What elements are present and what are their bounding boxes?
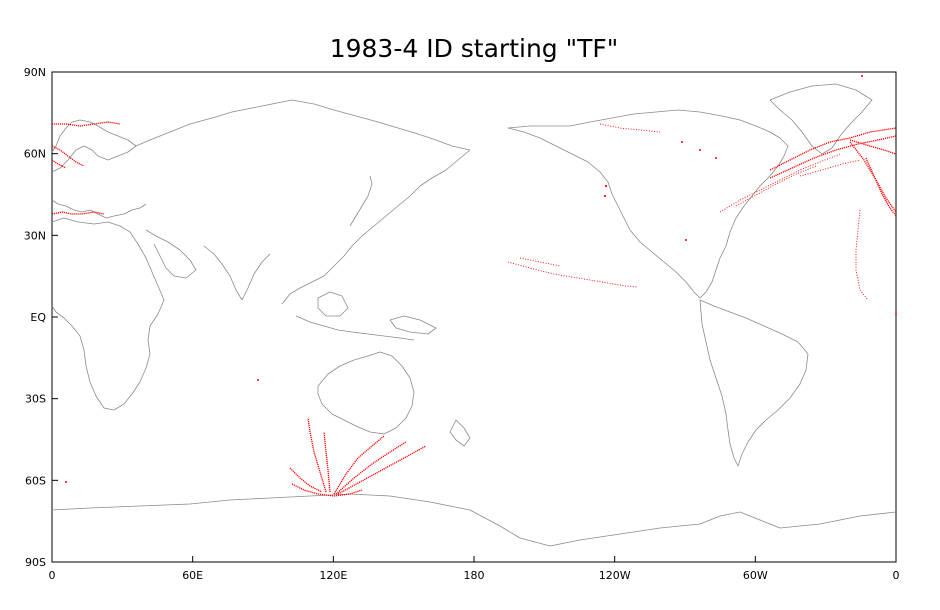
map-title: 1983-4 ID starting "TF" <box>330 34 619 63</box>
coast-australia <box>317 351 415 435</box>
track-atlantic-westward <box>719 153 841 213</box>
track-southern-north <box>307 417 327 493</box>
coast-europe-south <box>51 199 147 219</box>
y-axis: 90N 60N 30N EQ 30S 60S 90S <box>24 66 58 569</box>
coast-antarctica <box>51 493 897 547</box>
track-southern-fan-1 <box>337 445 427 495</box>
x-axis: 0 60E 120E 180 120W 60W 0 <box>49 556 900 582</box>
x-tick-label: 60W <box>743 569 768 582</box>
obs-point <box>603 194 607 198</box>
y-tick-label: 60S <box>25 474 46 487</box>
y-tick-label: 30S <box>25 393 46 406</box>
obs-point <box>681 141 683 143</box>
track-biscay-bundle <box>849 141 897 213</box>
track-north-sea-2 <box>51 159 67 169</box>
observation-tracks <box>51 121 897 497</box>
coast-asia-north <box>135 99 471 151</box>
obs-point <box>257 379 259 381</box>
obs-point <box>861 75 863 77</box>
track-southern-fan-2 <box>335 441 407 495</box>
coast-japan <box>349 175 373 227</box>
x-tick-label: 120W <box>599 569 631 582</box>
coastlines <box>51 83 897 547</box>
track-central-pacific <box>507 261 639 288</box>
track-north-sea <box>51 145 85 167</box>
coast-scandinavia <box>51 119 137 173</box>
track-southern-fan-3 <box>333 435 385 495</box>
obs-point <box>685 239 687 241</box>
coast-greenland <box>769 83 873 155</box>
track-north-atlantic-main <box>769 127 897 171</box>
x-tick-label: 0 <box>893 569 900 582</box>
coast-africa <box>51 217 165 411</box>
track-labrador <box>799 159 861 177</box>
coast-south-america <box>699 299 809 467</box>
coast-indonesia <box>295 315 415 341</box>
track-southern-west <box>289 467 323 493</box>
track-iberia-coast <box>865 157 897 217</box>
track-atlantic-coast <box>735 165 817 207</box>
track-norwegian-sea <box>52 121 121 127</box>
obs-point <box>699 149 701 151</box>
track-mediterranean-entry <box>51 211 105 215</box>
coast-new-guinea <box>389 315 437 335</box>
y-tick-label: 90S <box>25 556 46 569</box>
x-tick-label: 60E <box>182 569 203 582</box>
track-southern-north-2 <box>323 431 331 493</box>
obs-point <box>895 313 897 315</box>
coast-arabia <box>145 229 197 279</box>
y-tick-label: EQ <box>30 311 46 324</box>
track-central-pacific-2 <box>519 257 561 267</box>
x-tick-label: 180 <box>464 569 485 582</box>
y-tick-label: 60N <box>24 148 46 161</box>
coast-india <box>203 245 271 301</box>
obs-point <box>65 481 67 483</box>
track-atlantic-south <box>855 209 869 301</box>
map-frame <box>51 71 897 563</box>
obs-point <box>715 157 717 159</box>
coast-new-zealand <box>449 419 471 447</box>
isolated-observations <box>65 75 897 483</box>
coast-north-america <box>507 109 789 299</box>
y-tick-label: 30N <box>24 229 46 242</box>
track-southern-base <box>291 483 363 497</box>
y-tick-label: 90N <box>24 66 46 79</box>
x-tick-label: 0 <box>49 569 56 582</box>
x-tick-label: 120E <box>319 569 347 582</box>
coast-borneo <box>317 291 349 317</box>
coast-east-asia <box>281 149 471 305</box>
track-north-atlantic-south <box>769 135 897 179</box>
obs-point <box>604 184 608 188</box>
track-canadian-arctic <box>599 123 661 133</box>
